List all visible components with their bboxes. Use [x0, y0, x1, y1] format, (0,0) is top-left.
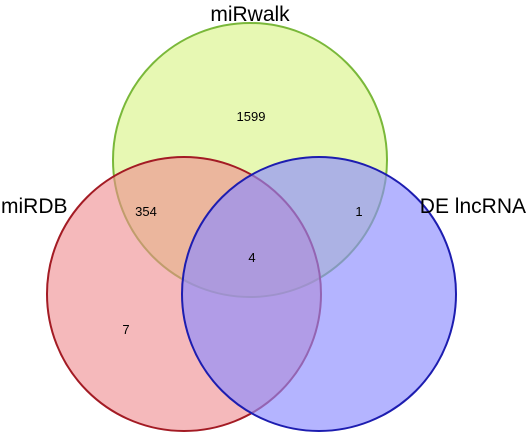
mirdb-only-count: 7	[122, 322, 129, 337]
mirdb-label: miRDB	[1, 195, 68, 218]
mirwalk-de-lncrna-count: 1	[355, 204, 362, 219]
de-lncrna-label: DE lncRNA	[420, 195, 526, 218]
de-lncrna-circle	[181, 156, 457, 432]
mirwalk-mirdb-count: 354	[135, 204, 157, 219]
mirwalk-label: miRwalk	[210, 3, 290, 26]
all-three-count: 4	[248, 250, 255, 265]
mirwalk-only-count: 1599	[237, 109, 266, 124]
